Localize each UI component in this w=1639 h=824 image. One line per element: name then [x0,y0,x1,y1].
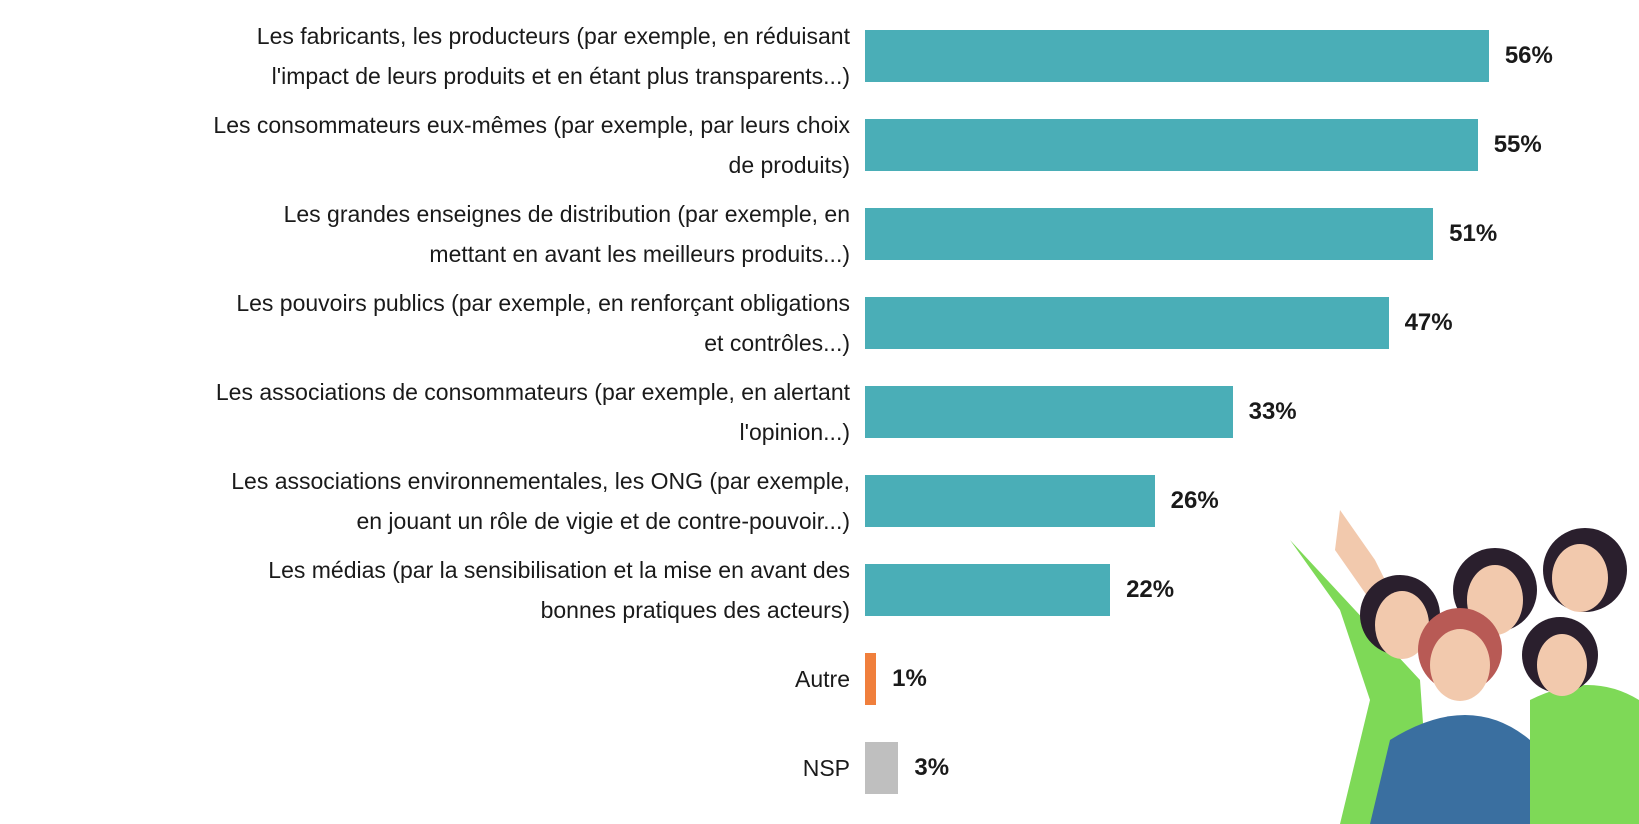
category-label: Les associations de consommateurs (par e… [0,372,850,452]
category-label: Les consommateurs eux-mêmes (par exemple… [0,105,850,185]
category-label: Les grandes enseignes de distribution (p… [0,194,850,274]
value-label: 22% [1126,575,1174,605]
chart: Les fabricants, les producteurs (par exe… [0,0,1639,824]
category-label: NSP [0,748,850,788]
category-label: Les associations environnementales, les … [0,461,850,541]
bar [865,742,898,794]
bar [865,475,1155,527]
value-label: 51% [1449,219,1497,249]
bar [865,653,876,705]
category-label: Les pouvoirs publics (par exemple, en re… [0,283,850,363]
bar [865,386,1233,438]
value-label: 1% [892,664,927,694]
category-label: Les fabricants, les producteurs (par exe… [0,16,850,96]
bar [865,564,1110,616]
bar [865,119,1478,171]
value-label: 26% [1171,486,1219,516]
bar [865,30,1489,82]
value-label: 3% [914,753,949,783]
value-label: 55% [1494,130,1542,160]
category-label: Autre [0,659,850,699]
illustration [1280,500,1639,824]
value-label: 33% [1249,397,1297,427]
bar [865,208,1433,260]
value-label: 56% [1505,41,1553,71]
value-label: 47% [1405,308,1453,338]
category-label: Les médias (par la sensibilisation et la… [0,550,850,630]
bar [865,297,1389,349]
